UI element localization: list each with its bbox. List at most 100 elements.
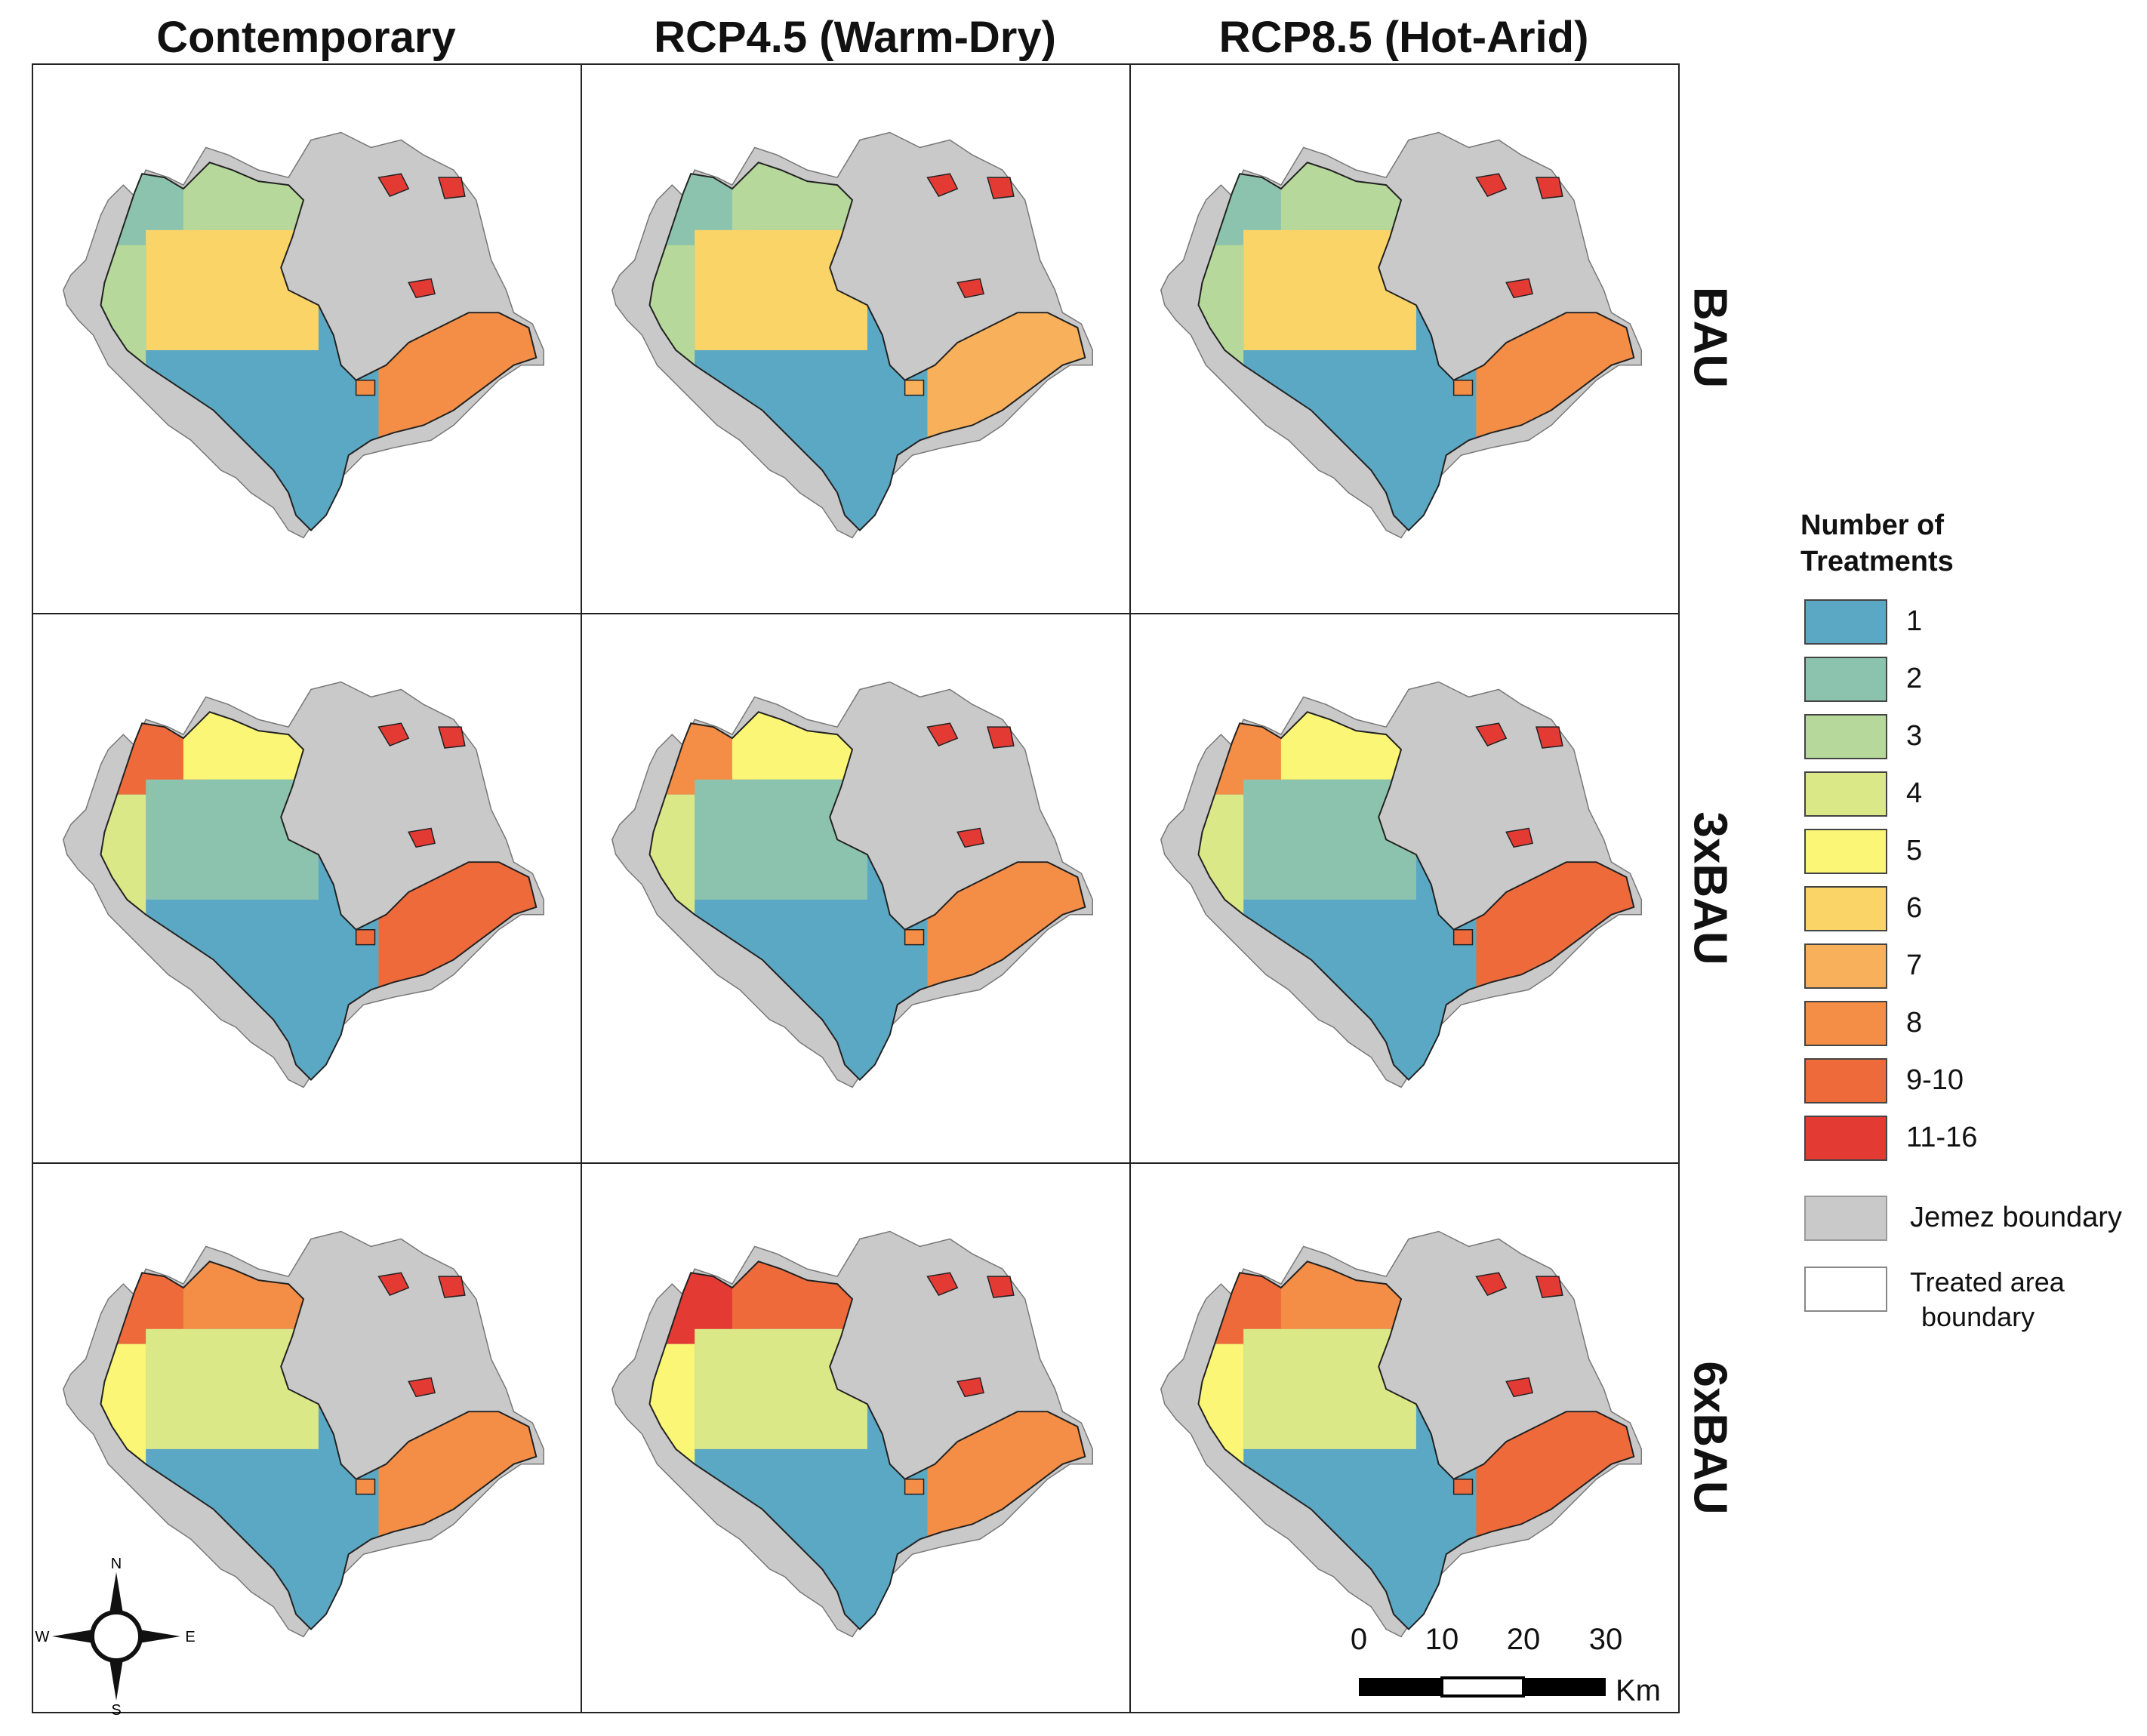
column-title-rcp45: RCP4.5 (Warm-Dry) bbox=[654, 13, 1056, 62]
row-title-3xbau: 3xBAU bbox=[1683, 811, 1736, 965]
map-panel-r2-c3 bbox=[1129, 613, 1680, 1164]
legend-swatch-jemez bbox=[1804, 1196, 1887, 1241]
patch-3 bbox=[1505, 278, 1533, 299]
column-title-rcp85: RCP8.5 (Hot-Arid) bbox=[1218, 13, 1589, 62]
jemez-map bbox=[62, 131, 545, 539]
patch-1 bbox=[926, 1272, 959, 1296]
treated-area-boundary bbox=[648, 711, 1086, 1082]
jemez-map bbox=[611, 131, 1094, 539]
legend-label: 8 bbox=[1906, 1007, 1923, 1039]
legend-swatch bbox=[1804, 714, 1887, 759]
map-panel-r1-c1 bbox=[32, 63, 582, 614]
scale-bar: 0 10 20 30 Km bbox=[1329, 1623, 1683, 1713]
scale-tick-20: 20 bbox=[1506, 1623, 1541, 1656]
legend-label: 11-16 bbox=[1906, 1122, 1978, 1153]
patch-2 bbox=[1536, 726, 1563, 749]
treated-area-boundary bbox=[1197, 711, 1635, 1082]
patch-4 bbox=[904, 928, 925, 946]
patch-2 bbox=[438, 1276, 466, 1298]
patch-3 bbox=[408, 827, 436, 848]
jemez-map bbox=[1160, 131, 1643, 539]
legend-swatch bbox=[1804, 829, 1887, 874]
patch-3 bbox=[956, 278, 984, 299]
patch-4 bbox=[904, 379, 925, 396]
patch-2 bbox=[1536, 177, 1563, 199]
patch-4 bbox=[904, 1478, 925, 1495]
patch-1 bbox=[926, 722, 959, 746]
patch-3 bbox=[1505, 1377, 1533, 1398]
legend-label: 6 bbox=[1906, 892, 1923, 924]
legend-title-line1: Number of bbox=[1800, 509, 1944, 541]
patch-3 bbox=[408, 1377, 436, 1398]
jemez-map bbox=[1160, 1230, 1643, 1638]
patch-4 bbox=[355, 1478, 376, 1495]
legend-label: 3 bbox=[1906, 720, 1923, 752]
legend-label: 2 bbox=[1906, 663, 1923, 694]
patch-2 bbox=[987, 726, 1015, 749]
map-panel-r3-c3 bbox=[1129, 1162, 1680, 1713]
patch-1 bbox=[1475, 1272, 1508, 1296]
patch-1 bbox=[377, 1272, 410, 1296]
row-title-bau: BAU bbox=[1683, 286, 1736, 389]
compass-s: S bbox=[111, 1702, 121, 1719]
patch-4 bbox=[1452, 1478, 1474, 1495]
patch-2 bbox=[438, 726, 466, 749]
treated-area-boundary bbox=[648, 1260, 1086, 1631]
legend-label-treated-2: boundary bbox=[1921, 1301, 2035, 1332]
legend-label: 5 bbox=[1906, 835, 1923, 866]
treated-area-boundary bbox=[1197, 162, 1635, 532]
scale-tick-10: 10 bbox=[1425, 1623, 1459, 1656]
patch-2 bbox=[438, 177, 466, 199]
patch-2 bbox=[987, 1276, 1015, 1298]
treated-area-boundary bbox=[1197, 1260, 1635, 1631]
column-title-contemporary: Contemporary bbox=[156, 13, 456, 62]
compass-n: N bbox=[111, 1556, 122, 1572]
legend-label-jemez: Jemez boundary bbox=[1910, 1202, 2122, 1233]
jemez-map bbox=[62, 681, 545, 1088]
scale-tick-30: 30 bbox=[1588, 1623, 1623, 1656]
map-panel-r1-c2 bbox=[581, 63, 1131, 614]
patch-4 bbox=[1452, 379, 1474, 396]
legend-label: 9-10 bbox=[1906, 1064, 1964, 1096]
legend-label-treated-1: Treated area bbox=[1910, 1267, 2065, 1297]
patch-4 bbox=[355, 928, 376, 946]
legend-swatch bbox=[1804, 1058, 1887, 1103]
patch-3 bbox=[956, 827, 984, 848]
legend: Number of Treatments 1 2 3 4 5 6 7 8 9-10 11-16 J… bbox=[1800, 507, 2144, 1332]
legend-swatch bbox=[1804, 886, 1887, 931]
legend-swatch-treated bbox=[1804, 1267, 1887, 1312]
jemez-map bbox=[611, 1230, 1094, 1638]
patch-3 bbox=[1505, 827, 1533, 848]
legend-label: 4 bbox=[1906, 777, 1923, 809]
legend-label: 1 bbox=[1906, 605, 1923, 637]
map-panel-r3-c2 bbox=[581, 1162, 1131, 1713]
scale-unit: Km bbox=[1616, 1674, 1661, 1707]
legend-swatch bbox=[1804, 1116, 1887, 1161]
compass-e: E bbox=[185, 1629, 195, 1645]
patch-4 bbox=[355, 379, 376, 396]
map-panel-r2-c1 bbox=[32, 613, 582, 1164]
row-title-6xbau: 6xBAU bbox=[1683, 1361, 1736, 1515]
jemez-map bbox=[611, 681, 1094, 1088]
legend-swatch bbox=[1804, 1001, 1887, 1046]
map-panel-r1-c3 bbox=[1129, 63, 1680, 614]
patch-1 bbox=[926, 173, 959, 197]
legend-swatch bbox=[1804, 599, 1887, 645]
patch-1 bbox=[377, 173, 410, 197]
north-arrow-compass: N S E W bbox=[33, 1553, 199, 1719]
legend-swatch bbox=[1804, 657, 1887, 702]
patch-1 bbox=[1475, 722, 1508, 746]
treated-area-boundary bbox=[100, 711, 538, 1082]
patch-2 bbox=[1536, 1276, 1563, 1298]
treated-area-boundary bbox=[648, 162, 1086, 532]
jemez-map bbox=[62, 1230, 545, 1638]
compass-w: W bbox=[35, 1629, 50, 1645]
map-panel-r2-c2 bbox=[581, 613, 1131, 1164]
treated-area-boundary bbox=[100, 162, 538, 532]
legend-title-line2: Treatments bbox=[1800, 546, 1954, 577]
legend-swatch bbox=[1804, 771, 1887, 817]
scale-tick-0: 0 bbox=[1350, 1623, 1368, 1656]
legend-swatch bbox=[1804, 943, 1887, 989]
patch-3 bbox=[956, 1377, 984, 1398]
